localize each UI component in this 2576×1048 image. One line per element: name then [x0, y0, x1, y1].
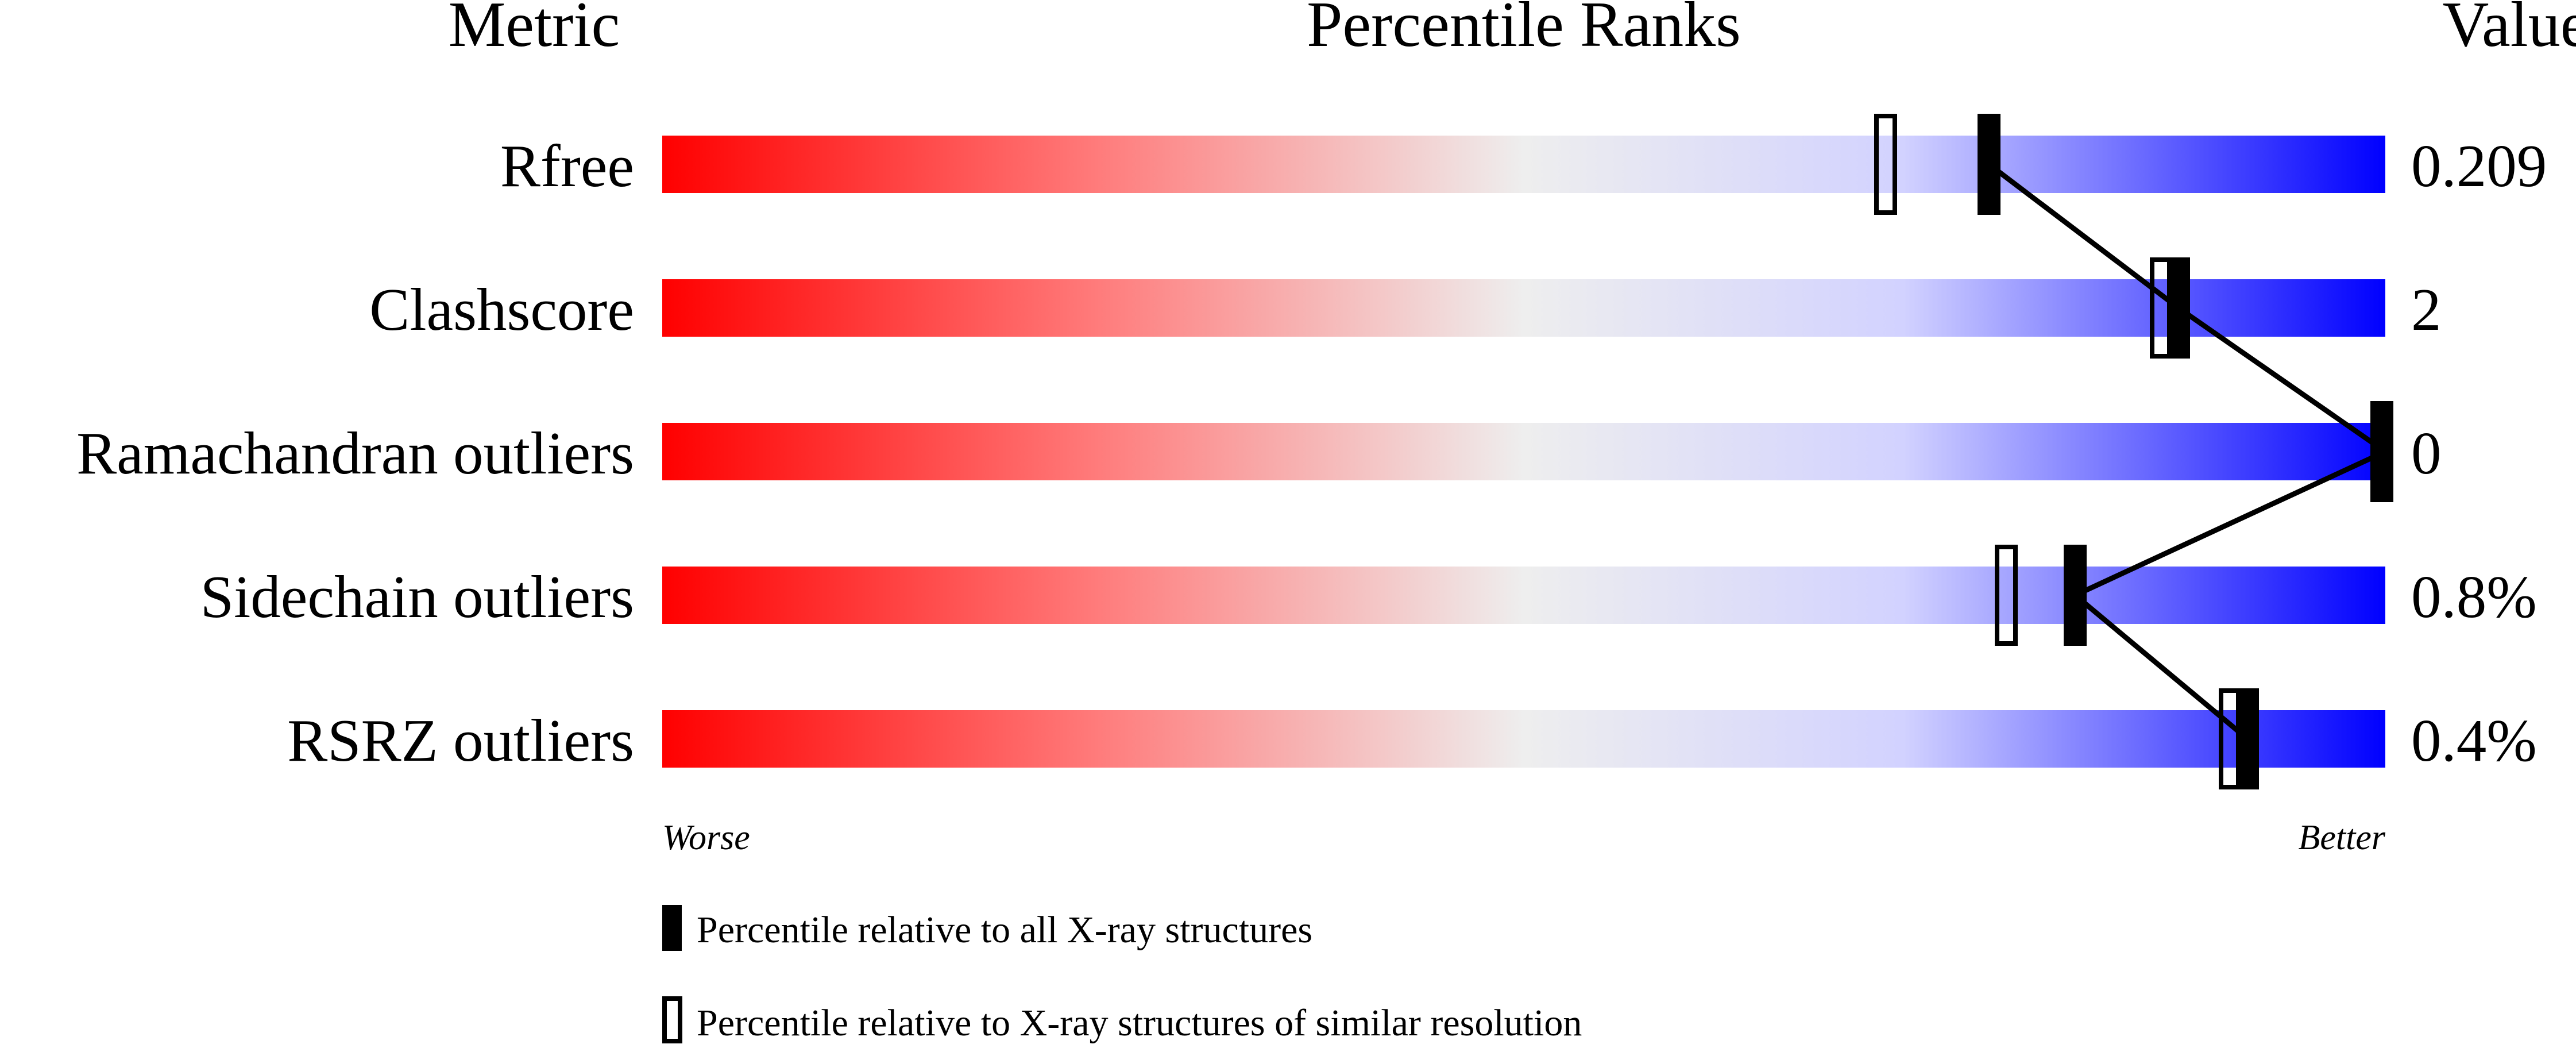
legend-filled-marker	[662, 905, 682, 951]
legend-hollow-label: Percentile relative to X-ray structures …	[697, 1002, 1582, 1044]
metric-value: 2	[2411, 276, 2442, 343]
percentile-bar	[662, 423, 2385, 480]
marker-all-structures	[2236, 688, 2259, 789]
connector-line	[2074, 449, 2386, 598]
percentile-bar	[662, 279, 2385, 337]
metric-label: RSRZ outliers	[287, 707, 634, 774]
metric-value: 0.4%	[2411, 707, 2537, 774]
marker-similar-resolution	[1874, 114, 1897, 215]
connector-line	[2177, 306, 2387, 454]
percentile-bar	[662, 710, 2385, 768]
metric-label: Ramachandran outliers	[76, 419, 634, 487]
percentile-bar	[662, 567, 2385, 624]
axis-label-better: Better	[2299, 818, 2386, 857]
marker-all-structures	[2370, 401, 2393, 502]
metric-label: Sidechain outliers	[200, 563, 634, 630]
header-metric: Metric	[449, 0, 620, 60]
legend-hollow-marker	[662, 996, 682, 1043]
axis-label-worse: Worse	[662, 818, 750, 857]
metric-value: 0.209	[2411, 132, 2547, 199]
header-value: Value	[2442, 0, 2576, 60]
metric-label: Rfree	[500, 132, 634, 199]
marker-all-structures	[2167, 257, 2190, 359]
metric-label: Clashscore	[369, 276, 634, 343]
connector-line	[1987, 162, 2180, 310]
marker-all-structures	[1978, 114, 2000, 215]
metric-value: 0.8%	[2411, 563, 2537, 630]
metric-value: 0	[2411, 419, 2442, 487]
legend-filled-label: Percentile relative to all X-ray structu…	[697, 909, 1312, 951]
chart-title: Percentile Ranks	[1307, 0, 1741, 60]
marker-similar-resolution	[1995, 545, 2018, 646]
marker-all-structures	[2064, 545, 2087, 646]
percentile-bar	[662, 136, 2385, 193]
